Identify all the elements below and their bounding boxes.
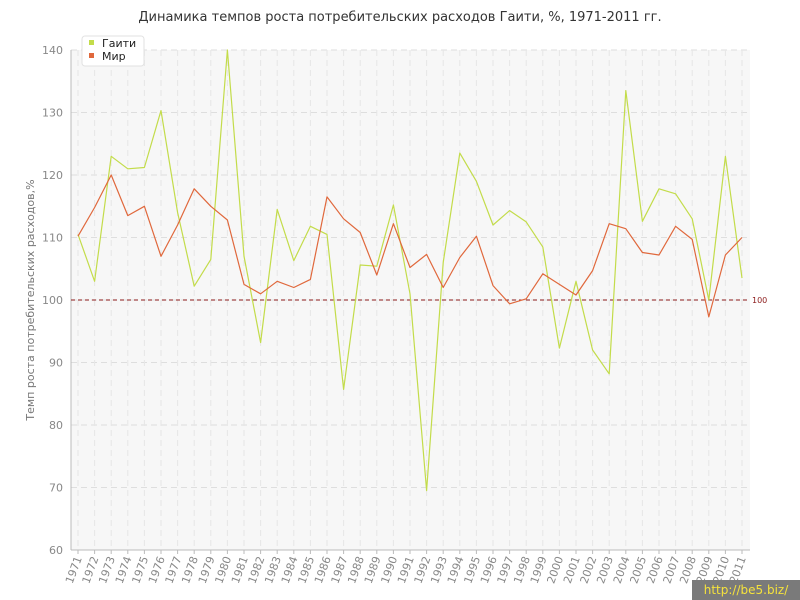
legend-label-world[interactable]: Мир <box>102 50 126 63</box>
y-tick-label: 90 <box>49 357 63 370</box>
legend[interactable]: Гаити Мир <box>81 35 145 67</box>
y-axis-label: Темп роста потребительских расходов,% <box>24 179 37 421</box>
y-tick-label: 120 <box>42 169 63 182</box>
chart-title: Динамика темпов роста потребительских ра… <box>138 10 662 25</box>
y-tick-label: 100 <box>42 294 63 307</box>
y-tick-label: 60 <box>49 544 63 557</box>
y-tick-label: 110 <box>42 232 63 245</box>
y-tick-labels: 60 70 80 90 100 110 120 130 140 <box>42 44 63 557</box>
legend-swatch-haiti <box>89 40 94 45</box>
series-line-haiti[interactable] <box>77 49 743 492</box>
legend-label-haiti[interactable]: Гаити <box>102 37 136 50</box>
legend-swatch-world <box>89 53 94 58</box>
legend-box <box>81 35 145 67</box>
x-tick-labels: 1971197219731974197519761977197819791980… <box>63 550 749 585</box>
y-tick-label: 80 <box>49 419 63 432</box>
y-tick-label: 130 <box>42 107 63 120</box>
reference-line-label: 100 <box>752 296 767 305</box>
watermark-link[interactable]: http://be5.biz/ <box>692 580 800 600</box>
series-line-world[interactable] <box>77 174 743 318</box>
y-tick-label: 140 <box>42 44 63 57</box>
y-tick-label: 70 <box>49 482 63 495</box>
series-lines <box>77 49 743 492</box>
